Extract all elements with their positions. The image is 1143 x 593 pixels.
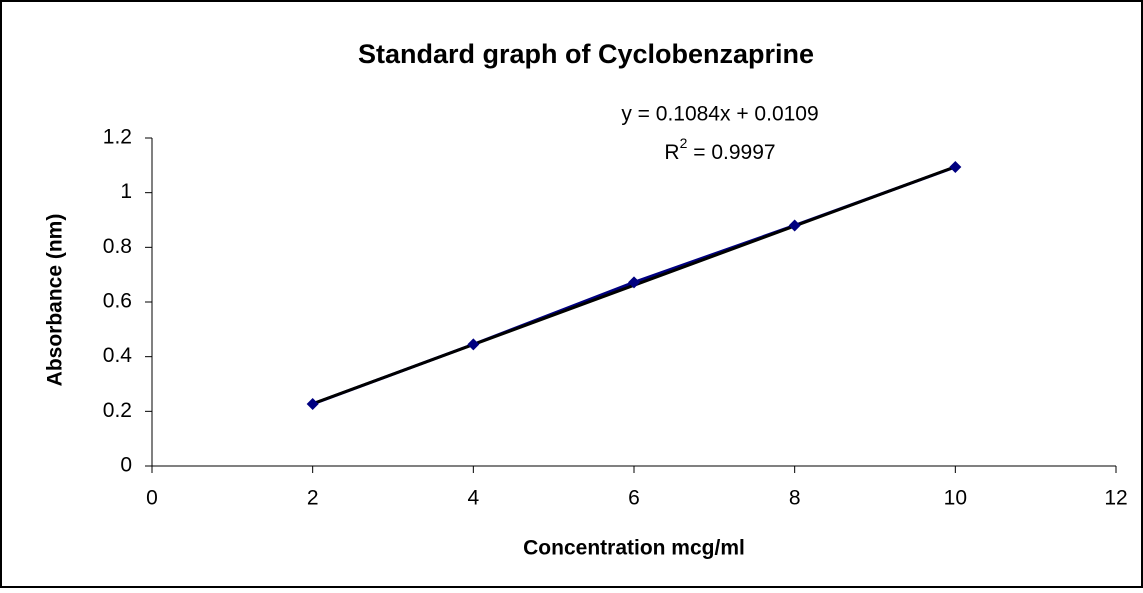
y-tick-label: 0 (120, 454, 132, 477)
r-squared-part: = 0.9997 (687, 141, 775, 164)
y-tick-label: 0.4 (103, 344, 133, 367)
data-point (467, 338, 480, 351)
y-tick-label: 1.2 (103, 126, 132, 149)
y-axis-label: Absorbance (nm) (44, 214, 67, 387)
x-tick-label: 6 (628, 487, 640, 510)
r-squared: R2 = 0.9997 (664, 135, 775, 164)
trendline-equation: y = 0.1084x + 0.0109 (621, 103, 818, 126)
data-point (788, 219, 801, 232)
r-squared-part: R (664, 141, 679, 164)
y-tick-label: 1 (120, 180, 132, 203)
data-point (306, 397, 319, 410)
x-tick-label: 10 (944, 487, 967, 510)
x-axis-label: Concentration mcg/ml (523, 537, 745, 560)
data-point (949, 160, 962, 173)
x-tick-label: 12 (1104, 487, 1127, 510)
chart-title: Standard graph of Cyclobenzaprine (358, 39, 814, 69)
y-tick-label: 0.2 (103, 399, 132, 422)
x-tick-label: 2 (307, 487, 319, 510)
y-tick-label: 0.6 (103, 290, 132, 313)
r-squared-part: 2 (680, 135, 688, 151)
y-tick-label: 0.8 (103, 235, 132, 258)
x-tick-label: 0 (146, 487, 158, 510)
x-tick-label: 4 (467, 487, 479, 510)
data-point (628, 276, 640, 289)
x-tick-label: 8 (789, 487, 801, 510)
